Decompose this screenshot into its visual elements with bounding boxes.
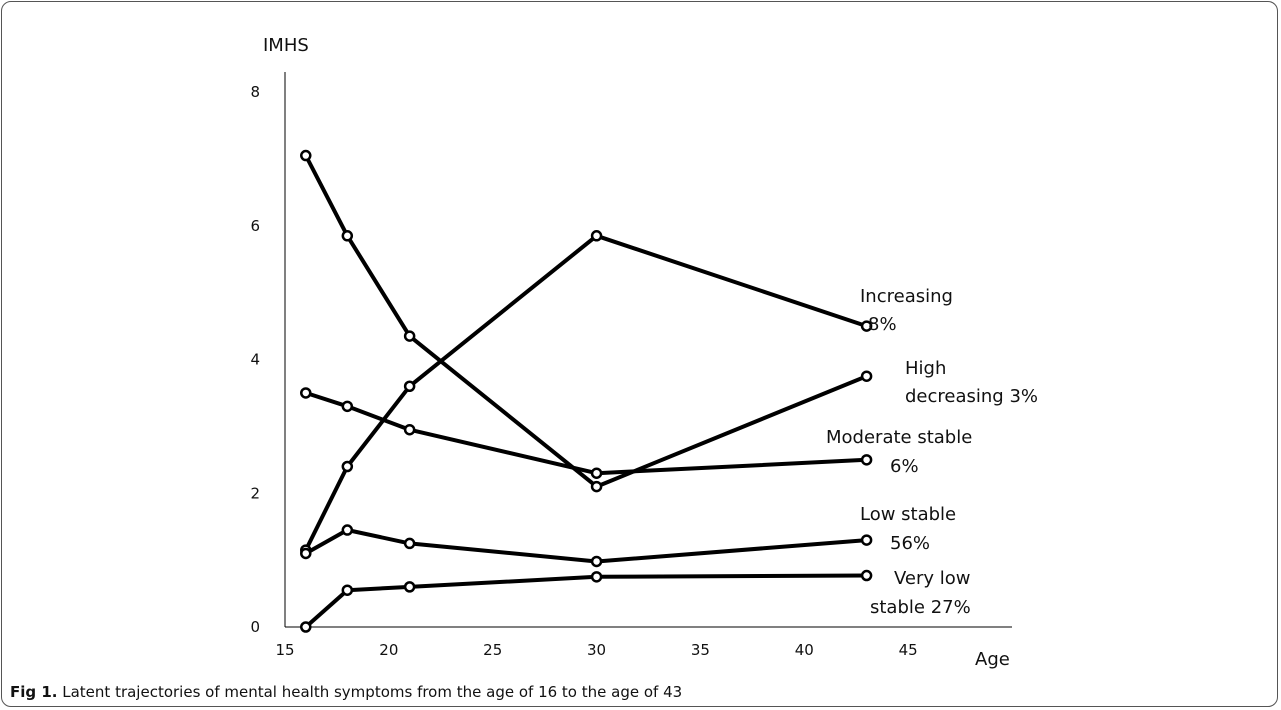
data-point bbox=[590, 571, 603, 583]
series-label: 6% bbox=[890, 456, 919, 477]
data-point bbox=[300, 547, 312, 560]
x-tick-label: 35 bbox=[691, 641, 710, 659]
data-point bbox=[860, 370, 873, 382]
series-label: decreasing 3% bbox=[905, 386, 1038, 407]
figure-caption: Fig 1. Latent trajectories of mental hea… bbox=[10, 683, 682, 701]
data-point bbox=[403, 330, 416, 342]
series-line bbox=[304, 233, 868, 551]
data-point bbox=[403, 537, 416, 550]
figure-caption-text: Latent trajectories of mental health sym… bbox=[57, 683, 683, 701]
data-point bbox=[860, 569, 873, 582]
data-point bbox=[341, 400, 354, 413]
series-line bbox=[305, 390, 867, 476]
series-markers bbox=[300, 149, 873, 633]
series-line bbox=[304, 573, 867, 629]
data-point bbox=[860, 454, 873, 466]
data-point bbox=[341, 460, 354, 473]
series-label: Low stable bbox=[860, 504, 956, 525]
data-point bbox=[590, 230, 603, 242]
figure-caption-label: Fig 1. bbox=[10, 683, 58, 701]
y-tick-label: 8 bbox=[250, 83, 260, 101]
x-tick-label: 25 bbox=[483, 641, 502, 659]
data-point bbox=[300, 621, 312, 633]
data-point bbox=[403, 581, 416, 593]
data-point bbox=[590, 467, 603, 479]
data-point bbox=[341, 524, 354, 536]
data-point bbox=[341, 230, 354, 242]
x-tick-label: 45 bbox=[899, 641, 918, 659]
y-tick-label: 0 bbox=[250, 618, 260, 636]
series-label: Very low bbox=[894, 568, 971, 589]
series-line bbox=[304, 154, 868, 489]
series-labels: Increasing 8% High decreasing 3% Moderate st… bbox=[826, 286, 1038, 618]
data-point bbox=[341, 584, 354, 596]
x-tick-label: 15 bbox=[275, 641, 294, 659]
data-point bbox=[590, 555, 603, 568]
x-tick-label: 40 bbox=[795, 641, 814, 659]
series-label: Increasing bbox=[860, 286, 953, 307]
series-label: Moderate stable bbox=[826, 427, 972, 448]
data-point bbox=[403, 423, 416, 436]
data-point bbox=[300, 149, 312, 162]
series-lines bbox=[304, 154, 868, 629]
y-tick-label: 2 bbox=[250, 484, 260, 502]
data-point bbox=[300, 387, 312, 399]
x-tick-label: 30 bbox=[587, 641, 606, 659]
series-label: High bbox=[905, 358, 946, 379]
series-line bbox=[304, 528, 867, 564]
series-label: 56% bbox=[890, 533, 930, 554]
data-point bbox=[403, 380, 416, 392]
data-point bbox=[590, 480, 603, 493]
x-axis-title: Age bbox=[975, 649, 1010, 670]
y-axis-title: IMHS bbox=[263, 35, 309, 56]
series-label: stable 27% bbox=[870, 597, 971, 618]
y-tick-label: 6 bbox=[250, 217, 260, 235]
data-point bbox=[860, 534, 873, 546]
axes: 15 20 25 30 35 40 45 0 2 4 6 8 Age IMHS bbox=[250, 35, 1012, 670]
data-point bbox=[860, 320, 873, 332]
series-label: 8% bbox=[868, 314, 897, 335]
x-tick-label: 20 bbox=[379, 641, 398, 659]
y-tick-label: 4 bbox=[250, 351, 260, 369]
